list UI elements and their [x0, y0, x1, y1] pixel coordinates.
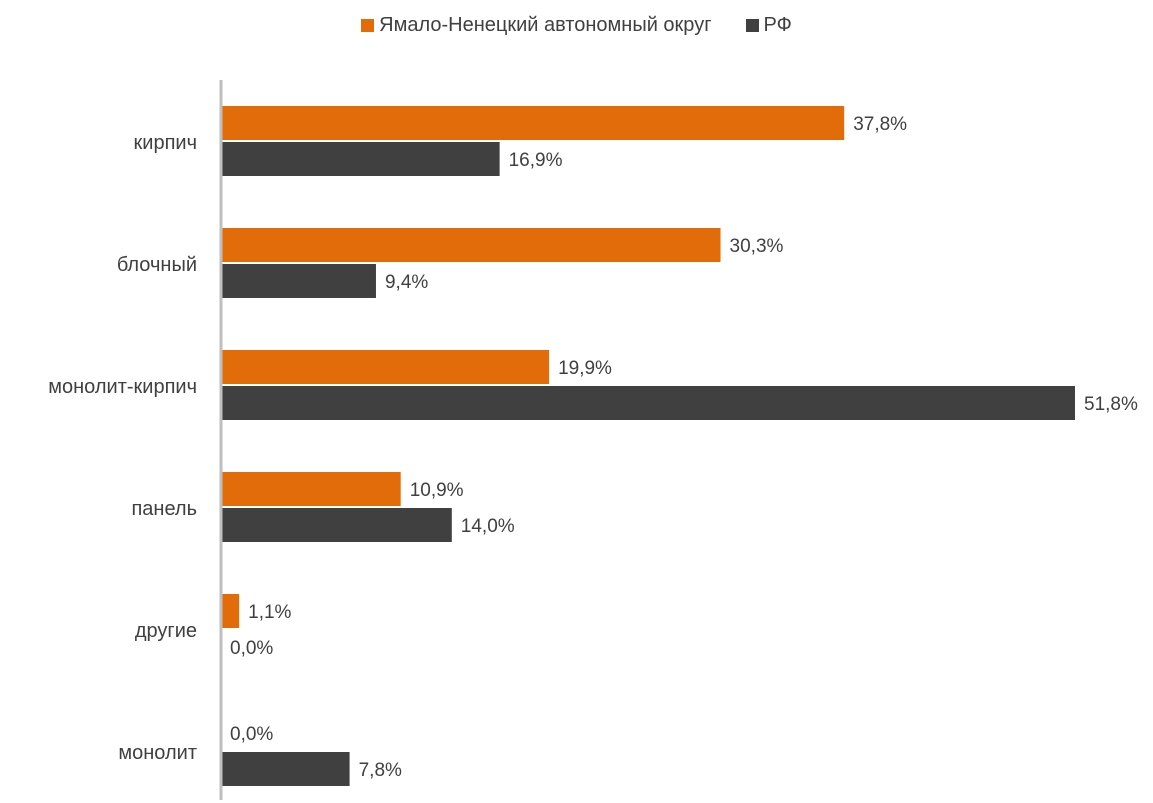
data-label: 30,3% [730, 236, 784, 257]
bar-rf [221, 264, 376, 298]
data-label: 7,8% [359, 760, 402, 781]
data-label: 14,0% [461, 516, 515, 537]
legend-swatch-rf [745, 19, 759, 32]
bar-rf [221, 386, 1075, 420]
chart-legend: Ямало-Ненецкий автономный округ РФ [0, 14, 1153, 37]
category-label: монолит-кирпич [48, 376, 197, 398]
data-label: 37,8% [853, 114, 907, 135]
data-label: 51,8% [1084, 394, 1138, 415]
legend-item-rf: РФ [745, 14, 792, 37]
legend-label-yanao: Ямало-Ненецкий автономный округ [379, 14, 712, 36]
data-label: 9,4% [385, 272, 428, 293]
category-label: другие [135, 620, 197, 642]
legend-label-rf: РФ [763, 14, 792, 36]
bar-yanao [221, 350, 550, 384]
category-label: блочный [117, 254, 197, 276]
data-label: 0,0% [230, 724, 273, 745]
bar-yanao [221, 228, 721, 262]
bar-rf [221, 508, 452, 542]
bar-yanao [221, 594, 240, 628]
bar-rf [221, 752, 350, 786]
category-label: кирпич [134, 132, 197, 154]
legend-item-yanao: Ямало-Ненецкий автономный округ [361, 14, 712, 37]
data-label: 19,9% [558, 358, 612, 379]
legend-swatch-yanao [361, 19, 375, 32]
data-label: 0,0% [230, 638, 273, 659]
data-label: 1,1% [248, 602, 291, 623]
data-label: 10,9% [410, 480, 464, 501]
data-label: 16,9% [509, 150, 563, 171]
category-label: монолит [118, 742, 197, 764]
bar-yanao [221, 106, 845, 140]
bar-rf [221, 142, 500, 176]
bar-yanao [221, 472, 401, 506]
category-label: панель [131, 498, 197, 520]
